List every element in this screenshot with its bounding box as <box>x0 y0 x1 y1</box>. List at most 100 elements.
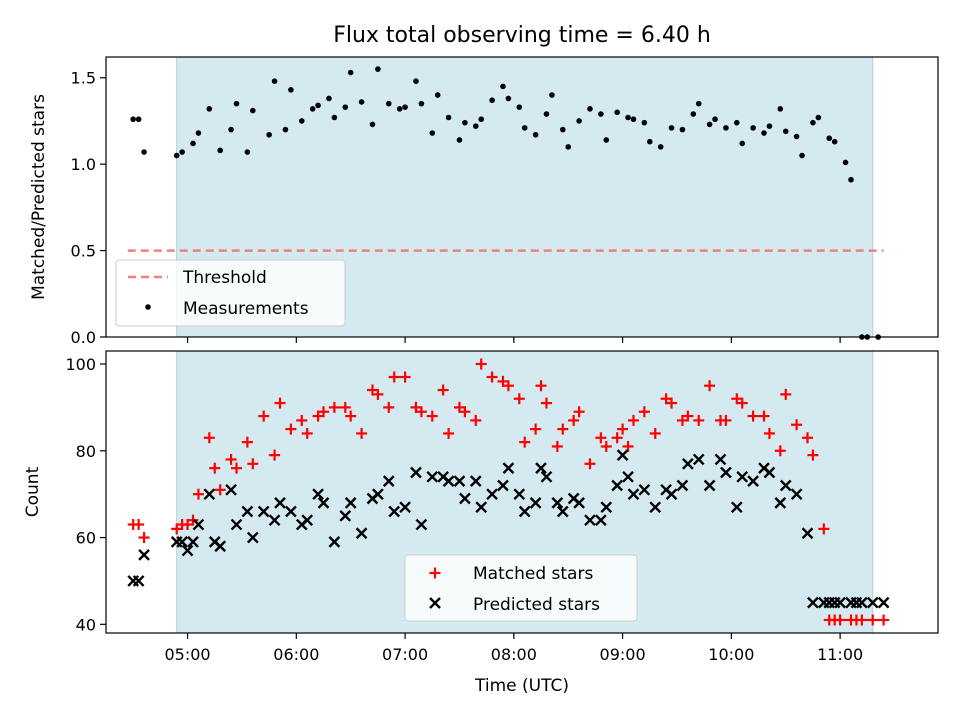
matched-star-point <box>241 436 253 448</box>
matched-star-point <box>301 427 313 439</box>
predicted-star-point <box>132 575 145 587</box>
measurement-point <box>549 92 555 98</box>
predicted-star-point <box>714 453 727 466</box>
predicted-star-point <box>230 518 243 531</box>
matched-star-point <box>530 423 542 435</box>
matched-star-point <box>758 410 770 422</box>
measurement-point <box>576 118 582 124</box>
legend-measurements-label: Measurements <box>183 299 309 319</box>
measurement-point <box>385 100 392 107</box>
count-panel: 40 60 80 100 05:00 06:00 07:00 08:00 09:00 10:00… <box>23 350 939 696</box>
predicted-star-point <box>584 514 596 527</box>
measurement-point <box>630 116 637 123</box>
measurement-point <box>521 125 528 131</box>
predicted-star-point <box>736 470 749 483</box>
measurement-point <box>641 119 648 126</box>
measurement-point <box>331 114 338 121</box>
measurement-point <box>826 135 833 142</box>
predicted-star-point <box>268 514 281 527</box>
matched-star-point <box>856 614 868 626</box>
measurement-point <box>598 111 604 117</box>
measurement-point <box>505 95 512 102</box>
measurement-point <box>228 126 234 133</box>
measurement-point <box>723 125 729 131</box>
predicted-star-point <box>497 479 509 492</box>
predicted-star-point <box>518 505 531 518</box>
matched-star-point <box>573 406 585 418</box>
predicted-star-point <box>176 536 188 548</box>
measurement-point <box>429 130 436 136</box>
x-tick-label: 05:00 <box>165 645 211 664</box>
predicted-star-point <box>747 475 759 488</box>
matched-star-point <box>399 371 411 383</box>
measurement-point <box>810 119 816 126</box>
matched-star-point <box>867 614 879 626</box>
predicted-star-point <box>790 488 803 501</box>
matched-star-point <box>285 423 297 435</box>
predicted-star-points <box>127 449 890 609</box>
predicted-star-point <box>720 466 732 479</box>
matched-star-point <box>356 427 368 439</box>
count-y-tick-label: 40 <box>76 615 96 634</box>
matched-star-point <box>339 401 351 413</box>
predicted-star-point <box>459 492 471 505</box>
ratio-legend: Threshold Measurements <box>115 259 346 327</box>
matched-star-point <box>627 414 639 426</box>
x-tick-label: 11:00 <box>817 645 863 664</box>
measurement-point <box>190 140 196 147</box>
predicted-star-point <box>638 483 651 496</box>
predicted-star-point <box>246 531 259 544</box>
measurement-point <box>646 138 653 145</box>
measurement-point <box>418 100 425 107</box>
measurement-points <box>130 66 881 340</box>
matched-star-point <box>551 440 563 452</box>
measurement-point <box>309 106 316 112</box>
legend-matched-swatch <box>429 567 441 579</box>
predicted-star-point <box>328 536 341 548</box>
matched-star-point <box>225 453 237 465</box>
measurement-point <box>679 126 686 133</box>
predicted-star-point <box>627 488 640 501</box>
measurement-point <box>793 133 800 140</box>
predicted-star-point <box>779 479 792 492</box>
matched-star-point <box>595 432 607 444</box>
predicted-star-point <box>556 505 569 518</box>
count-legend-box <box>404 554 638 622</box>
legend-matched-label: Matched stars <box>473 564 593 584</box>
predicted-star-point <box>682 457 694 470</box>
predicted-star-point <box>763 466 776 479</box>
measurement-point <box>358 99 365 105</box>
measurement-point <box>831 138 838 145</box>
matched-star-point <box>801 432 813 444</box>
matched-star-point <box>209 462 221 474</box>
measurement-point <box>706 121 713 128</box>
legend-predicted-swatch <box>429 597 441 609</box>
predicted-star-point <box>339 510 352 522</box>
measurement-point <box>244 149 251 155</box>
legend-plus-marker <box>429 567 441 579</box>
measurement-point <box>342 104 349 110</box>
matched-star-point <box>192 488 204 500</box>
measurement-point <box>271 78 278 84</box>
matched-star-point <box>611 432 623 444</box>
matched-star-point <box>617 423 629 435</box>
matched-star-point <box>214 484 226 496</box>
predicted-star-point <box>730 501 743 514</box>
matched-star-point <box>258 410 270 422</box>
measurement-point <box>375 66 381 72</box>
ratio-legend-box <box>115 259 346 327</box>
predicted-star-point <box>317 496 330 509</box>
predicted-star-point <box>502 462 515 474</box>
matched-star-point <box>437 384 449 396</box>
ratio-y-ticks: 0.0 0.5 1.0 1.5 <box>71 69 106 347</box>
measurement-point <box>206 106 213 112</box>
matched-star-point <box>834 614 846 626</box>
legend-predicted-label: Predicted stars <box>473 595 600 615</box>
measurement-point <box>516 104 523 110</box>
measurement-point <box>135 116 142 123</box>
measurement-point <box>217 147 223 154</box>
matched-star-point <box>269 449 281 461</box>
x-tick-label: 06:00 <box>273 645 319 664</box>
predicted-star-point <box>372 488 384 501</box>
matched-star-point <box>133 519 145 531</box>
